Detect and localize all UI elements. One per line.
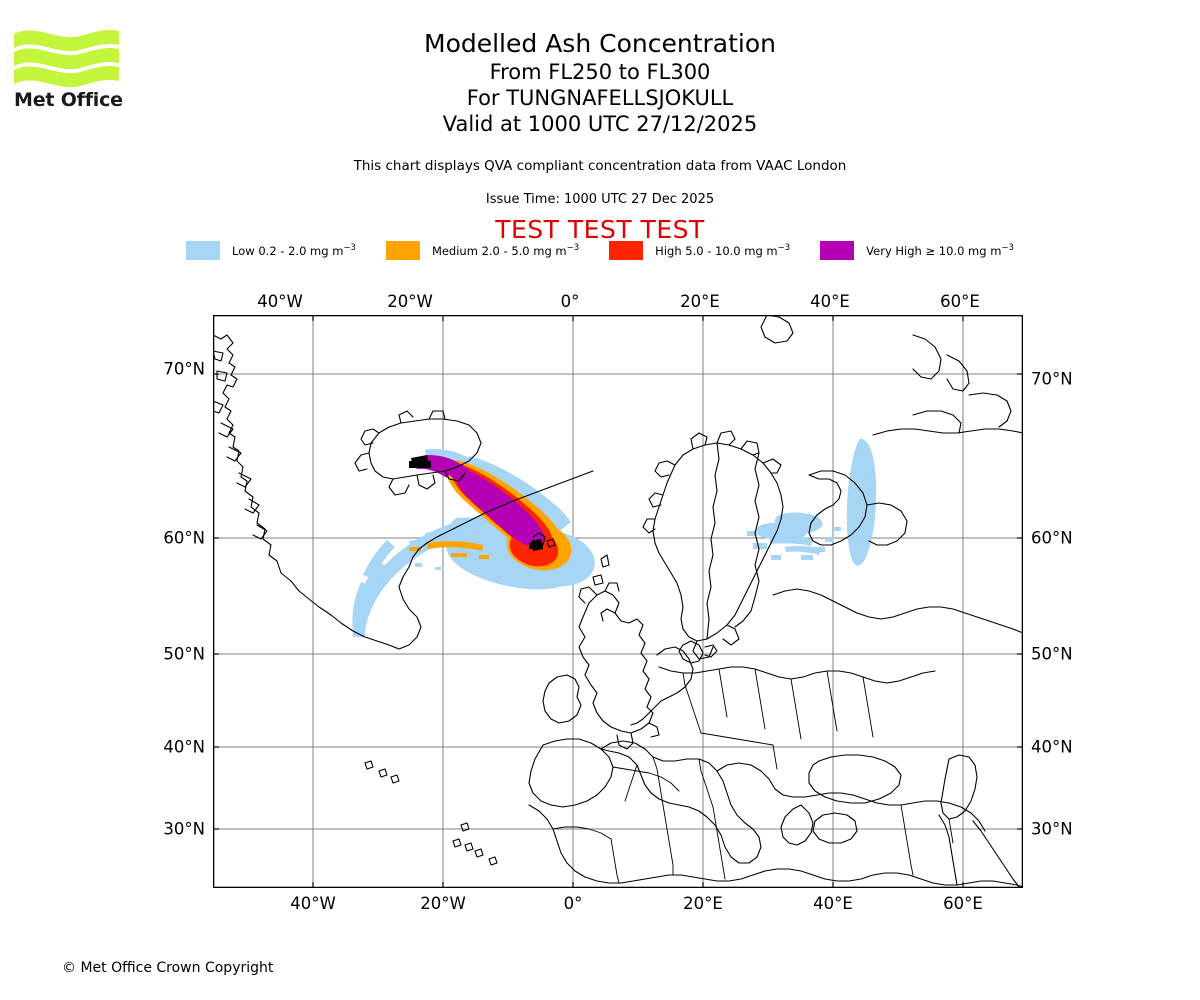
map-gridlines [213,315,1023,888]
ash-concentration-map[interactable] [213,315,1023,888]
map-frame [213,315,1023,888]
met-office-wave-mark [14,29,119,88]
met-office-logo: Met Office [14,26,124,116]
page-title: Modelled Ash Concentration [424,29,776,58]
lat-tick-right-70n: 70°N [1031,369,1073,389]
lat-tick-left-50n: 50°N [163,644,205,664]
lon-tick-top-20w: 20°W [387,292,433,311]
map-ticks [213,315,1023,888]
legend-item-high: High 5.0 - 10.0 mg m−3 [609,241,820,260]
map-canvas [213,315,1023,888]
legend-swatch-high [609,241,644,260]
legend-label-low: Low 0.2 - 2.0 mg m−3 [232,242,356,258]
copyright-notice: © Met Office Crown Copyright [62,960,274,976]
ash-band-low-east [747,439,877,566]
met-office-logo-text: Met Office [14,89,123,111]
lon-tick-top-60e: 60°E [940,292,980,311]
legend-label-medium: Medium 2.0 - 5.0 mg m−3 [431,242,580,258]
concentration-legend: Low 0.2 - 2.0 mg m−3 Medium 2.0 - 5.0 mg… [0,241,1200,260]
lat-tick-left-70n: 70°N [163,359,205,379]
lon-tick-top-40e: 40°E [810,292,850,311]
map-coastlines [213,315,1023,888]
legend-swatch-very-high [820,241,855,260]
legend-item-very-high: Very High ≥ 10.0 mg m−3 [820,241,1014,260]
lat-tick-left-30n: 30°N [163,819,205,839]
title-valid-time: Valid at 1000 UTC 27/12/2025 [442,112,758,136]
legend-swatch-medium [385,241,420,260]
issue-time: Issue Time: 1000 UTC 27 Dec 2025 [485,192,715,207]
lon-tick-bottom-40e: 40°E [813,894,853,913]
lon-tick-top-20e: 20°E [680,292,720,311]
lon-tick-bottom-20w: 20°W [420,894,466,913]
legend-label-very-high: Very High ≥ 10.0 mg m−3 [866,242,1014,258]
title-flight-levels: From FL250 to FL300 [489,60,711,84]
qva-note: This chart displays QVA compliant concen… [353,158,847,174]
lat-tick-left-60n: 60°N [163,528,205,548]
legend-item-low: Low 0.2 - 2.0 mg m−3 [186,241,386,260]
lon-tick-bottom-60e: 60°E [943,894,983,913]
chart-title-block: Modelled Ash Concentration From FL250 to… [0,28,1200,137]
legend-item-medium: Medium 2.0 - 5.0 mg m−3 [385,241,609,260]
legend-swatch-low [186,241,221,260]
lon-tick-top-0: 0° [560,292,580,311]
lat-tick-left-40n: 40°N [163,737,205,757]
lat-tick-right-50n: 50°N [1031,644,1073,664]
test-banner: TEST TEST TEST [495,215,705,244]
lat-tick-right-40n: 40°N [1031,737,1073,757]
lon-tick-bottom-20e: 20°E [683,894,723,913]
lon-tick-top-40w: 40°W [257,292,303,311]
lat-tick-right-30n: 30°N [1031,819,1073,839]
legend-label-high: High 5.0 - 10.0 mg m−3 [655,242,791,258]
lat-tick-right-60n: 60°N [1031,528,1073,548]
ash-plume [352,439,877,637]
lon-tick-bottom-0: 0° [563,894,583,913]
lon-tick-bottom-40w: 40°W [290,894,336,913]
title-volcano: For TUNGNAFELLSJOKULL [466,86,734,110]
